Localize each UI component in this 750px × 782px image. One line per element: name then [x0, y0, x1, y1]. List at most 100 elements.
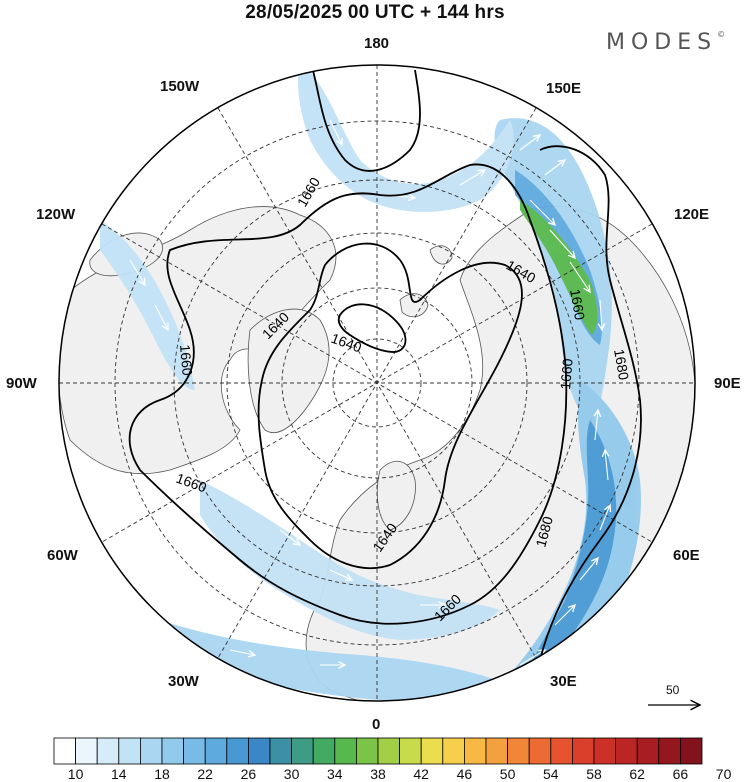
map-content: 1660 1640 1640 1640 1660 1660 1640 1660 …	[59, 65, 695, 701]
colorbar-swatch	[377, 737, 401, 765]
height-contours	[128, 65, 642, 701]
wind-vector	[154, 304, 168, 330]
colorbar-swatch	[680, 737, 703, 765]
colorbar-swatch	[140, 737, 163, 765]
colorbar-swatch	[463, 737, 487, 765]
lon-label-30w: 30W	[168, 673, 199, 690]
colorbar-tick-label: 38	[370, 766, 386, 782]
wind-vector	[229, 649, 255, 655]
lon-label-60e: 60E	[673, 547, 700, 564]
colorbar-tick-label: 26	[240, 766, 257, 782]
lon-label-150e: 150E	[546, 80, 582, 97]
colorbar-tick-label: 42	[413, 766, 429, 782]
contour-label: 1680	[611, 348, 632, 382]
lon-label-180: 180	[364, 35, 390, 52]
jet-siberia-core	[525, 420, 617, 680]
colorbar-tick-label: 34	[327, 766, 343, 782]
colorbar-swatch	[291, 737, 314, 765]
colorbar-swatch	[572, 737, 595, 765]
contour-label: 1660	[557, 358, 576, 391]
colorbar-swatch	[118, 737, 141, 765]
lon-label-120w: 120W	[36, 206, 76, 223]
lon-label-150w: 150W	[160, 78, 200, 95]
vector-scale-label: 50	[666, 683, 680, 697]
colorbar-swatch	[355, 737, 379, 765]
contour-label: 1660	[177, 344, 196, 377]
colorbar-tick-label: 58	[586, 766, 602, 782]
colorbar-tick-label: 66	[672, 766, 689, 782]
wind-vector	[569, 261, 590, 292]
wind-vector	[599, 505, 610, 531]
wind-vector	[519, 135, 540, 151]
colorbar-swatch	[204, 737, 228, 765]
wind-vector	[279, 529, 300, 545]
colorbar-tick-label: 46	[456, 766, 473, 782]
map-title: 28/05/2025 00 UTC + 144 hrs	[245, 2, 505, 23]
land-greenland	[247, 308, 330, 433]
colorbar-swatch	[399, 737, 422, 765]
wind-vector	[600, 299, 602, 330]
jet-north-america	[100, 220, 195, 390]
colorbar-tick-label: 50	[499, 766, 516, 782]
contour-1680	[537, 145, 642, 701]
contour-1660	[128, 163, 568, 625]
colorbar-swatch	[442, 737, 465, 765]
wind-vector	[549, 229, 575, 258]
lon-label-120e: 120E	[674, 206, 710, 223]
wind-vector	[329, 119, 342, 145]
contour-1640-inner	[337, 303, 407, 353]
brand-logo: MODES©	[606, 30, 725, 55]
wind-vectors	[129, 119, 610, 666]
colorbar-tick-label: 22	[197, 766, 213, 782]
wind-vector	[544, 160, 565, 176]
colorbar-swatch	[550, 737, 573, 765]
contour-label: 1680	[532, 514, 556, 548]
map-border	[58, 64, 696, 702]
land-scandinavia	[376, 460, 416, 531]
copyright-mark: ©	[717, 30, 726, 39]
brand-text: MODES	[606, 30, 718, 55]
colorbar-tick-label: 62	[629, 766, 645, 782]
lon-label-90e: 90E	[714, 375, 741, 392]
colorbar-swatch	[528, 737, 552, 765]
wind-vector	[129, 259, 145, 285]
colorbar-swatch	[247, 737, 271, 765]
colorbar-tick-label: 70	[715, 766, 732, 782]
contour-1640-polar	[257, 242, 523, 570]
colorbar-swatch	[485, 737, 509, 765]
lon-label-0: 0	[372, 716, 381, 733]
colorbar-swatch	[334, 737, 357, 765]
colorbar-tick-label: 10	[67, 766, 84, 782]
wind-vector	[329, 569, 352, 580]
graticule	[59, 65, 695, 701]
meridian-120e-60w	[101, 223, 653, 543]
colorbar-swatch	[312, 737, 336, 765]
colorbar-swatch	[96, 737, 120, 765]
wind-vector	[595, 410, 598, 441]
colorbar-tick-label: 30	[283, 766, 300, 782]
colorbar-swatch	[593, 737, 617, 765]
colorbar	[53, 737, 703, 765]
jet-east-asia-max	[520, 200, 598, 335]
lon-label-60w: 60W	[47, 547, 78, 564]
wind-vector	[529, 199, 555, 225]
lon-label-30e: 30E	[550, 673, 577, 690]
colorbar-tick-label: 14	[111, 766, 127, 782]
wind-vector	[605, 450, 608, 481]
colorbar-swatch	[183, 737, 206, 765]
contour-1660-north	[309, 65, 421, 172]
colorbar-swatch	[658, 737, 681, 765]
wind-vector	[459, 170, 485, 186]
colorbar-swatch	[507, 737, 530, 765]
wind-vector	[554, 605, 575, 626]
colorbar-tick-label: 54	[543, 766, 559, 782]
colorbar-swatch	[53, 737, 77, 765]
contour-label: 1660	[567, 288, 588, 322]
wind-vector	[519, 650, 545, 666]
colorbar-swatch	[226, 737, 249, 765]
latitude-circle-80	[332, 338, 422, 428]
jet-north-atlantic	[200, 480, 500, 640]
colorbar-swatch	[269, 737, 293, 765]
colorbar-swatch	[161, 737, 185, 765]
